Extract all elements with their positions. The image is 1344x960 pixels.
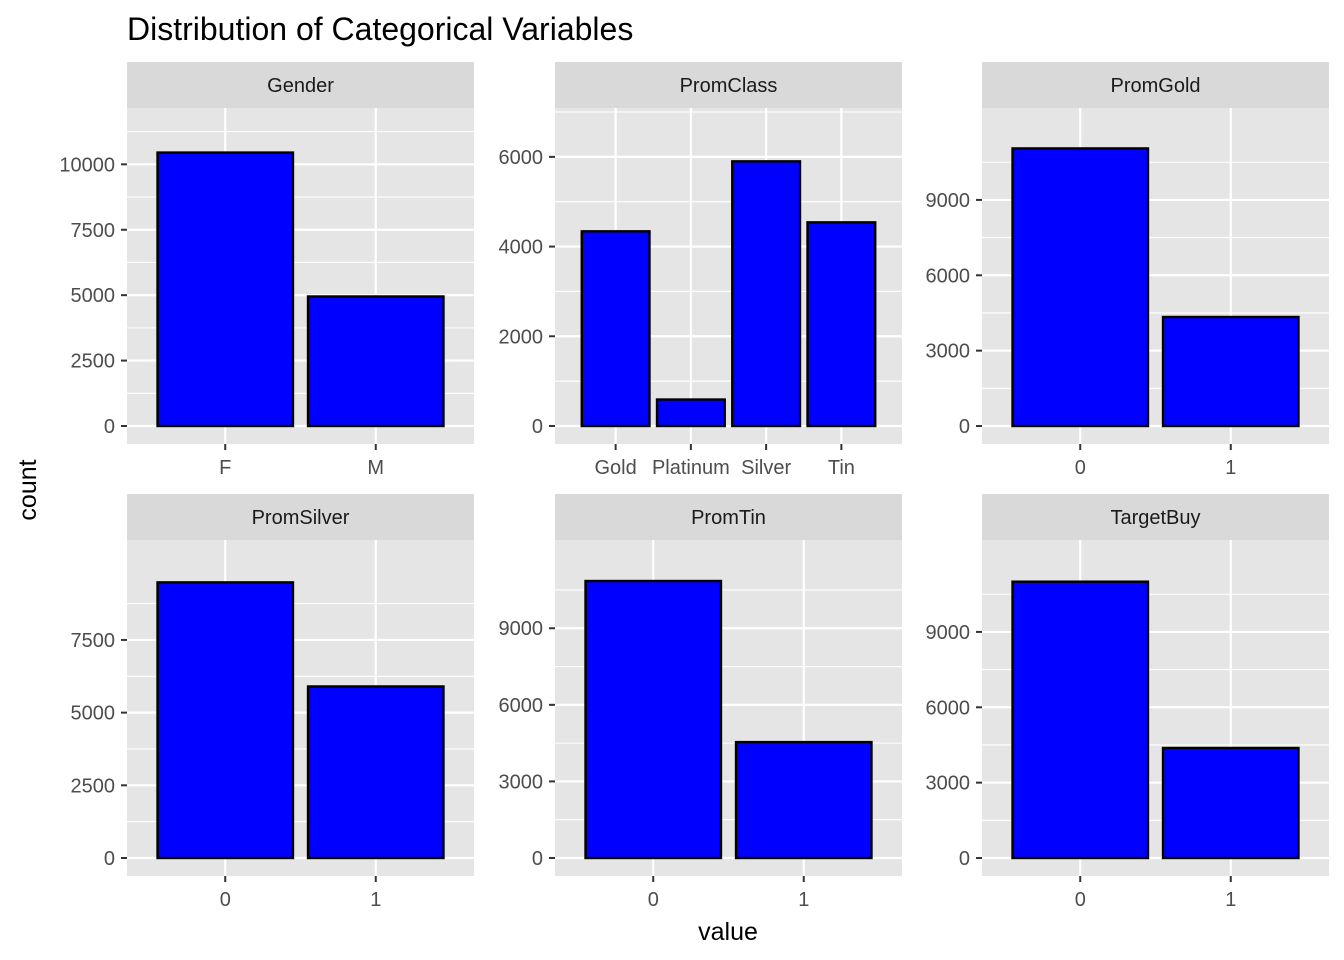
bar-gender-f bbox=[156, 151, 295, 428]
bar-promclass-gold bbox=[580, 230, 651, 428]
facet-panel-promgold: PromGold 0 3000 6000 9000 0 1 bbox=[926, 62, 1329, 479]
facet-strip-label: TargetBuy bbox=[1110, 507, 1200, 529]
bar-gender-m bbox=[306, 295, 445, 428]
facet-panel-gender: Gender 0 2500 5000 7500 10000 F M bbox=[59, 62, 474, 479]
bar-promclass-platinum bbox=[655, 398, 726, 428]
x-tick-label: 1 bbox=[1225, 457, 1236, 479]
bar-targetbuy-0 bbox=[1011, 580, 1150, 860]
y-tick-label: 3000 bbox=[926, 341, 971, 363]
x-tick-label: 0 bbox=[1075, 457, 1086, 479]
y-tick-label: 0 bbox=[532, 416, 543, 438]
y-tick-label: 2000 bbox=[499, 326, 544, 348]
y-tick-label: 0 bbox=[104, 416, 115, 438]
y-tick-label: 5000 bbox=[71, 703, 116, 725]
facet-strip bbox=[982, 62, 1329, 108]
facet-panel-targetbuy: TargetBuy 0 3000 6000 9000 0 1 bbox=[926, 494, 1329, 911]
facet-strip-label: Gender bbox=[267, 75, 334, 97]
x-tick-label: 1 bbox=[798, 889, 809, 911]
bar-promsilver-1 bbox=[306, 685, 445, 860]
y-tick-label: 9000 bbox=[499, 618, 544, 640]
y-tick-label: 2500 bbox=[71, 775, 116, 797]
y-tick-label: 6000 bbox=[926, 265, 971, 287]
x-tick-label: 0 bbox=[220, 889, 231, 911]
x-axis-title: value bbox=[698, 918, 758, 946]
x-tick-label: Gold bbox=[595, 457, 637, 479]
bar-promgold-1 bbox=[1161, 315, 1300, 428]
x-tick-label: F bbox=[219, 457, 231, 479]
facet-strip bbox=[555, 62, 902, 108]
facet-strip-label: PromClass bbox=[680, 75, 778, 97]
y-tick-label: 7500 bbox=[71, 220, 116, 242]
y-tick-label: 10000 bbox=[59, 154, 115, 176]
y-tick-label: 6000 bbox=[499, 695, 544, 717]
facet-strip-label: PromSilver bbox=[252, 507, 350, 529]
y-tick-label: 4000 bbox=[499, 237, 544, 259]
y-axis-title: count bbox=[14, 459, 42, 520]
x-tick-label: 1 bbox=[370, 889, 381, 911]
bar-promclass-tin bbox=[806, 221, 877, 428]
facet-panel-promtin: PromTin 0 3000 6000 9000 0 1 bbox=[499, 494, 902, 911]
facet-strip bbox=[127, 494, 474, 540]
bar-promsilver-0 bbox=[156, 581, 295, 860]
y-tick-label: 9000 bbox=[926, 190, 971, 212]
bar-promclass-silver bbox=[731, 160, 802, 428]
chart-title: Distribution of Categorical Variables bbox=[127, 11, 633, 47]
x-tick-label: 0 bbox=[648, 889, 659, 911]
facet-panel-promclass: PromClass 0 2000 4000 6000 Gold Platinum Silver… bbox=[499, 62, 902, 479]
facet-panel-promsilver: PromSilver 0 2500 5000 7500 0 1 bbox=[71, 494, 474, 911]
y-tick-label: 6000 bbox=[499, 147, 544, 169]
y-tick-label: 5000 bbox=[71, 285, 116, 307]
y-tick-label: 0 bbox=[104, 848, 115, 870]
x-tick-label: M bbox=[367, 457, 384, 479]
facet-strip bbox=[127, 62, 474, 108]
facet-strip-label: PromTin bbox=[691, 507, 766, 529]
y-tick-label: 0 bbox=[532, 848, 543, 870]
y-tick-label: 3000 bbox=[499, 771, 544, 793]
y-tick-label: 2500 bbox=[71, 351, 116, 373]
y-tick-label: 6000 bbox=[926, 697, 971, 719]
y-tick-label: 7500 bbox=[71, 630, 116, 652]
y-tick-label: 0 bbox=[959, 848, 970, 870]
x-tick-label: 1 bbox=[1225, 889, 1236, 911]
facet-strip bbox=[555, 494, 902, 540]
x-tick-label: Silver bbox=[741, 457, 791, 479]
bar-promtin-1 bbox=[734, 740, 873, 860]
x-tick-label: Platinum bbox=[652, 457, 730, 479]
y-tick-label: 9000 bbox=[926, 622, 971, 644]
y-tick-label: 3000 bbox=[926, 773, 971, 795]
x-tick-label: 0 bbox=[1075, 889, 1086, 911]
bar-promtin-0 bbox=[584, 579, 723, 860]
y-tick-label: 0 bbox=[959, 416, 970, 438]
facet-strip-label: PromGold bbox=[1110, 75, 1200, 97]
bar-promgold-0 bbox=[1011, 147, 1150, 428]
x-tick-label: Tin bbox=[828, 457, 855, 479]
facet-strip bbox=[982, 494, 1329, 540]
bar-targetbuy-1 bbox=[1161, 746, 1300, 860]
